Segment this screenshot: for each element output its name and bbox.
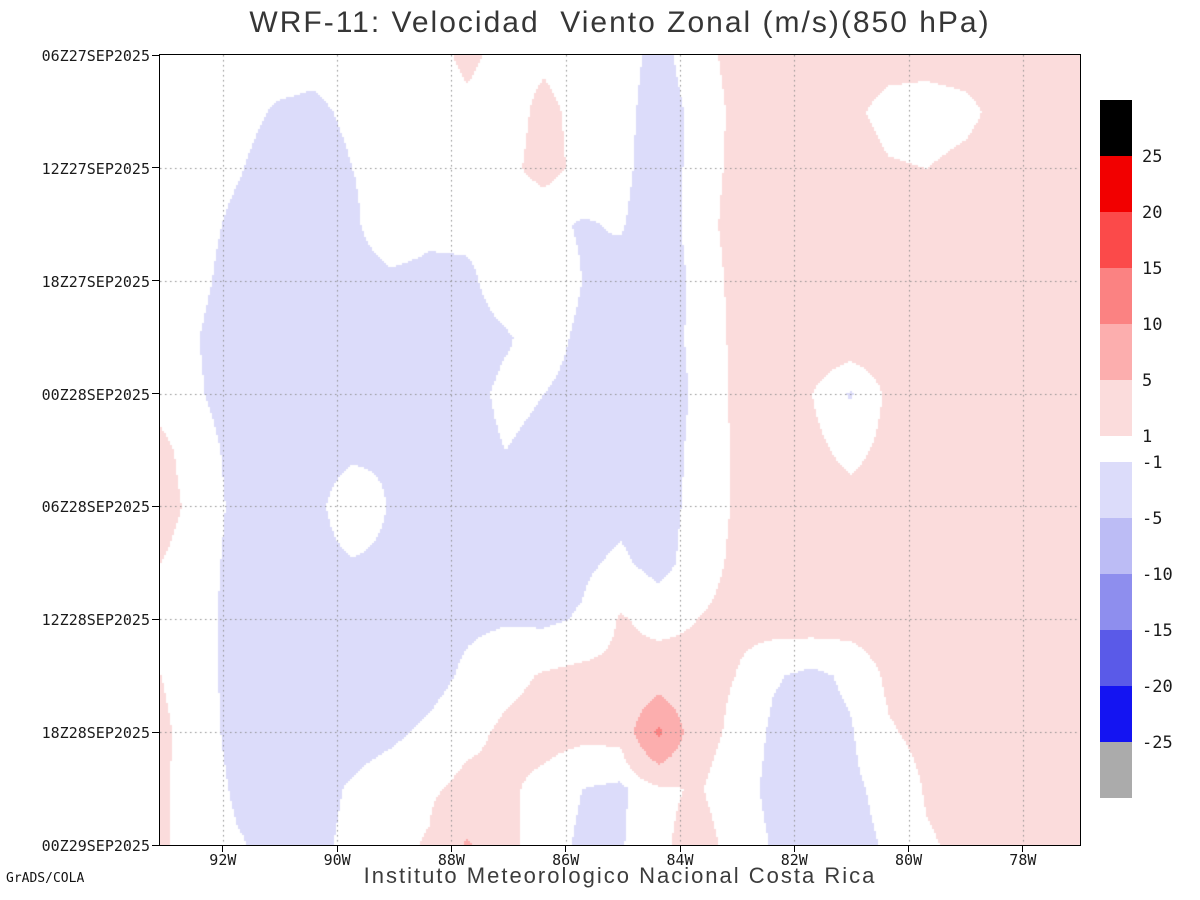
y-axis-tick <box>152 393 159 395</box>
colorbar-segment <box>1100 630 1132 686</box>
colorbar-segment <box>1100 518 1132 574</box>
x-axis-label: 86W <box>552 851 580 869</box>
y-axis-label: 18Z27SEP2025 <box>41 272 150 291</box>
x-axis-label: 88W <box>437 851 465 869</box>
y-axis-tick <box>152 167 159 169</box>
colorbar-segment <box>1100 212 1132 268</box>
colorbar-segment <box>1100 742 1132 798</box>
x-axis-tick <box>336 846 338 852</box>
x-axis-tick <box>565 846 567 852</box>
y-axis-label: 00Z28SEP2025 <box>41 385 150 404</box>
colorbar-label: 5 <box>1142 371 1153 391</box>
x-axis-tick <box>222 846 224 852</box>
y-axis-tick <box>152 280 159 282</box>
colorbar-label: 15 <box>1142 259 1163 279</box>
y-axis-label: 06Z27SEP2025 <box>41 47 150 65</box>
x-axis-label: 90W <box>323 851 351 869</box>
y-axis-tick <box>152 731 159 733</box>
y-axis-label: 00Z29SEP2025 <box>41 837 150 855</box>
colorbar-segment <box>1100 156 1132 212</box>
x-axis-tick <box>450 846 452 852</box>
x-axis-label: 80W <box>895 851 923 869</box>
x-axis-tick <box>793 846 795 852</box>
colorbar-label: 25 <box>1142 147 1163 167</box>
colorbar-label: -15 <box>1142 621 1173 641</box>
y-axis-tick <box>152 618 159 620</box>
colorbar-label: -5 <box>1142 509 1163 529</box>
x-axis-tick <box>1022 846 1024 852</box>
plot-area <box>159 54 1081 846</box>
grads-credit: GrADS/COLA <box>6 871 85 886</box>
x-axis-label: 84W <box>666 851 694 869</box>
y-axis-label: 12Z27SEP2025 <box>41 159 150 178</box>
colorbar-label: -1 <box>1142 453 1163 473</box>
x-axis-label: 78W <box>1009 851 1037 869</box>
colorbar-label: 10 <box>1142 315 1163 335</box>
y-axis-label: 18Z28SEP2025 <box>41 724 150 743</box>
colorbar-segment <box>1100 100 1132 156</box>
colorbar-segment <box>1100 380 1132 436</box>
chart-title: WRF-11: Velocidad Viento Zonal (m/s)(850… <box>249 6 991 39</box>
x-axis-label: 82W <box>780 851 808 869</box>
institution-caption: Instituto Meteorologico Nacional Costa R… <box>363 863 877 888</box>
y-axis-label: 06Z28SEP2025 <box>41 498 150 517</box>
colorbar-label: 1 <box>1142 427 1153 447</box>
colorbar-segment <box>1100 686 1132 742</box>
y-axis-tick <box>152 54 159 56</box>
x-axis-label: 92W <box>209 851 237 869</box>
x-axis-tick <box>679 846 681 852</box>
y-axis-tick <box>152 505 159 507</box>
colorbar-label: -20 <box>1142 677 1173 697</box>
colorbar-segment <box>1100 462 1132 518</box>
colorbar-segment <box>1100 574 1132 630</box>
x-axis-tick <box>908 846 910 852</box>
y-axis-tick <box>152 844 159 846</box>
colorbar-label: -10 <box>1142 565 1173 585</box>
colorbar-segment <box>1100 268 1132 324</box>
colorbar-segment <box>1100 324 1132 380</box>
colorbar-label: -25 <box>1142 733 1173 753</box>
colorbar-label: 20 <box>1142 203 1163 223</box>
contour-field-canvas <box>160 55 1080 845</box>
y-axis-label: 12Z28SEP2025 <box>41 611 150 630</box>
